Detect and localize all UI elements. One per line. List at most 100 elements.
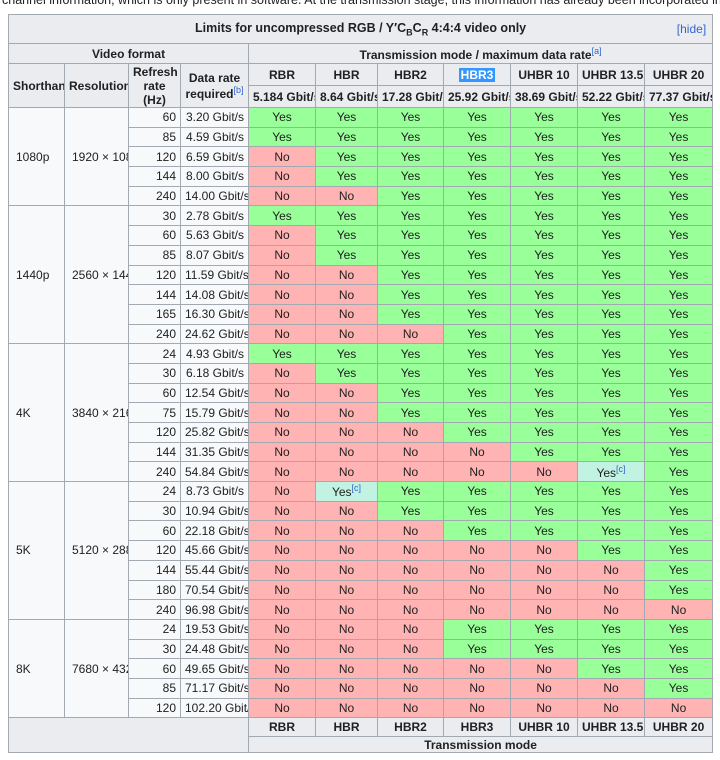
data-rate-cell: 10.94 Gbit/s: [180, 500, 249, 522]
shorthand-cell-1440p: 1440p: [8, 205, 65, 345]
refresh-rate-cell: 24: [128, 618, 181, 640]
footnote-c-link[interactable]: [c]: [616, 463, 626, 474]
hide-link[interactable]: [hide]: [676, 22, 707, 36]
refresh-rate-cell: 120: [128, 540, 181, 561]
data-row: 120 45.66 Gbit/s No No No No No Yes Yes: [9, 540, 714, 561]
support-cell-yes: Yes: [510, 146, 578, 168]
support-cell-yes: Yes: [443, 166, 511, 187]
support-cell-yes: Yes: [643, 205, 714, 227]
support-cell-yes: Yes: [643, 461, 714, 483]
support-cell-yes: Yes: [643, 441, 714, 463]
footer-mode-hbr: HBR: [315, 717, 378, 738]
mode-header-uhbr-13-5: UHBR 13.5: [577, 63, 645, 86]
refresh-rate-cell: 30: [128, 500, 181, 522]
support-cell-yes: Yes: [443, 343, 511, 364]
support-cell-no: No: [315, 599, 378, 620]
support-cell-no: No: [248, 520, 316, 542]
data-row: 60 49.65 Gbit/s No No No No No Yes Yes: [9, 658, 714, 679]
support-cell-yes: Yes: [510, 166, 578, 187]
data-row: 60 22.18 Gbit/s No No No Yes Yes Yes Yes: [9, 520, 714, 542]
table-title-row: Limits for uncompressed RGB / Y′CBCR 4:4…: [7, 14, 714, 44]
support-cell-no: No: [315, 540, 378, 561]
support-cell-yes: Yes: [510, 244, 578, 266]
support-cell-yes: Yes: [377, 185, 444, 207]
support-cell-no: No: [377, 638, 444, 660]
footnote-a-link[interactable]: [a]: [591, 45, 602, 56]
support-cell-no: No: [248, 461, 316, 483]
support-cell-no: No: [248, 225, 316, 246]
mode-name: RBR: [269, 67, 295, 82]
resolution-cell: 5120 × 2880: [64, 481, 129, 620]
support-cell-yes: Yes: [643, 225, 714, 246]
support-cell-yes: Yes: [577, 284, 645, 305]
support-cell-no: No: [248, 264, 316, 286]
support-cell-yes: Yes: [510, 185, 578, 207]
data-row: 144 31.35 Gbit/s No No No No Yes Yes Yes: [9, 441, 714, 463]
data-rate-cell: 4.93 Gbit/s: [180, 343, 249, 364]
support-cell-yes: Yes: [643, 677, 714, 699]
mode-rate-uhbr-20: 77.37 Gbit/s: [643, 85, 714, 108]
support-cell-yes: Yes: [643, 579, 714, 601]
support-cell-yes: Yes: [377, 264, 444, 286]
resolution-cell: 3840 × 2160: [64, 343, 129, 483]
support-cell-yes: Yes: [377, 126, 444, 148]
support-cell-yes: Yes: [510, 126, 578, 148]
mode-rate-uhbr-10: 38.69 Gbit/s: [510, 85, 578, 108]
support-cell-yes: Yes: [577, 107, 645, 128]
support-cell-yes: Yes: [443, 618, 511, 640]
support-cell-yes: Yes: [643, 422, 714, 443]
support-cell-yes: Yes: [510, 638, 578, 660]
data-rate-cell: 3.20 Gbit/s: [180, 107, 249, 128]
support-cell-yes: Yes: [443, 264, 511, 286]
support-cell-no: No: [315, 697, 378, 719]
support-cell-yes: Yes: [577, 244, 645, 266]
support-cell-no: No: [577, 599, 645, 620]
support-cell-yes: Yes: [577, 303, 645, 325]
data-rate-cell: 11.59 Gbit/s: [180, 264, 249, 286]
footer-label-row: Transmission mode: [9, 736, 714, 754]
support-cell-yes: Yes: [443, 303, 511, 325]
support-cell-no: No: [315, 422, 378, 443]
support-cell-yes: Yes: [577, 402, 645, 423]
footnote-b-link[interactable]: [b]: [233, 84, 244, 95]
support-cell-yes: Yes: [643, 343, 714, 364]
support-cell-yes: Yes: [443, 205, 511, 227]
support-cell-no: No: [315, 264, 378, 286]
data-row: 60 5.63 Gbit/s No Yes Yes Yes Yes Yes Yes: [9, 225, 714, 246]
support-cell-yes: Yes: [643, 146, 714, 168]
support-cell-yes: Yes: [510, 343, 578, 364]
footer-mode-uhbr-13-5: UHBR 13.5: [577, 717, 645, 738]
footnote-c-link[interactable]: [c]: [351, 483, 362, 494]
support-cell-no: No: [510, 658, 578, 679]
shorthand-cell-1080p: 1080p: [8, 106, 65, 207]
support-cell-yes: Yes: [643, 402, 714, 423]
support-cell-yes: Yes: [577, 500, 645, 522]
refresh-rate-cell: 240: [128, 323, 181, 345]
support-cell-yes: Yes: [315, 362, 378, 384]
support-cell-yes: Yes: [443, 225, 511, 246]
support-cell-yes: Yes: [577, 382, 645, 404]
footer-mode-hbr3: HBR3: [443, 717, 511, 738]
support-cell-yes: Yes: [443, 422, 511, 443]
support-cell-yes: Yes: [443, 481, 511, 502]
refresh-rate-cell: 60: [128, 107, 181, 128]
refresh-rate-cell: 120: [128, 146, 181, 168]
support-cell-no: No: [443, 441, 511, 463]
data-rate-cell: 8.07 Gbit/s: [180, 244, 249, 266]
support-cell-yes: Yes: [315, 244, 378, 266]
support-cell-yes: Yes: [643, 323, 714, 345]
support-cell-yes: Yes[c]: [577, 461, 645, 483]
support-cell-yes: Yes: [510, 618, 578, 640]
data-rate-cell: 14.00 Gbit/s: [180, 185, 249, 207]
support-cell-yes: Yes: [577, 323, 645, 345]
support-cell-no: No: [510, 579, 578, 601]
support-cell-no: No: [248, 697, 316, 719]
support-cell-yes: Yes: [510, 422, 578, 443]
support-cell-yes: Yes: [377, 284, 444, 305]
refresh-rate-cell: 144: [128, 441, 181, 463]
support-cell-no: No: [510, 677, 578, 699]
support-cell-no: No: [248, 540, 316, 561]
data-row: 180 70.54 Gbit/s No No No No No No Yes: [9, 579, 714, 601]
